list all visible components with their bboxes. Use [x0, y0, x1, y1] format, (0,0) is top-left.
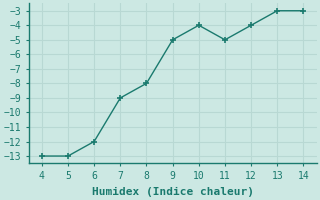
X-axis label: Humidex (Indice chaleur): Humidex (Indice chaleur): [92, 186, 254, 197]
